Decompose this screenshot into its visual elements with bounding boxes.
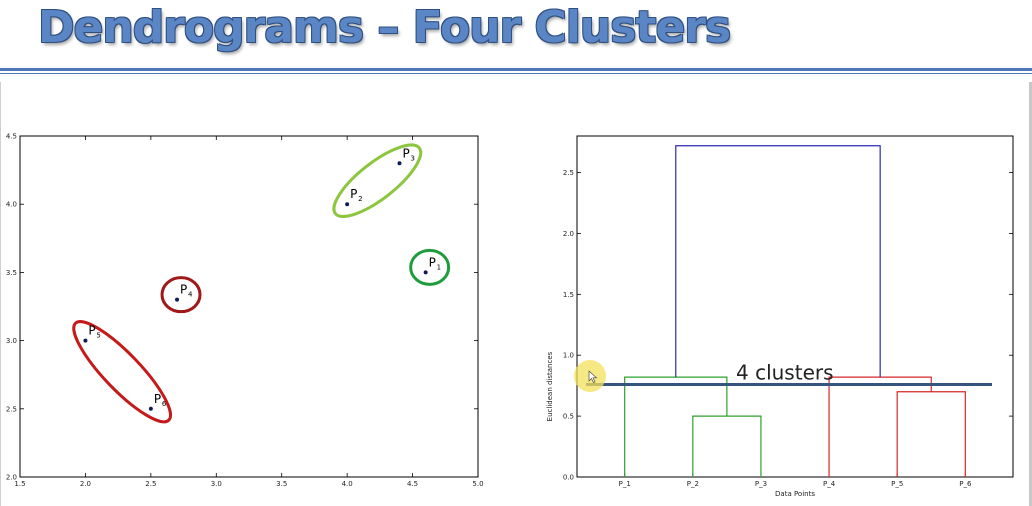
y-tick-label: 3.5	[6, 269, 17, 277]
cluster-ellipse	[160, 276, 202, 314]
y-tick-label: 1.0	[563, 352, 574, 360]
scatter-point	[148, 406, 153, 411]
title-underline	[0, 68, 1032, 71]
x-tick-label: 4.0	[342, 480, 353, 488]
y-tick-label: 2.5	[6, 405, 17, 413]
cluster-ellipse	[409, 248, 451, 286]
point-label: P	[350, 187, 357, 201]
dendrogram-chart: 0.0 0.5 1.0 1.5 2.0 2.5 P_1 P_2 P_3 P_4 P_5 P_6 Data…	[546, 135, 1014, 498]
scatter-point	[175, 297, 180, 302]
y-tick-label: 2.0	[563, 230, 574, 238]
x-tick-label: 1.5	[14, 480, 25, 488]
scatter-chart: 1.5 2.0 2.5 3.0 3.5 4.0 4.5 5.02.02.53.03.54.04…	[6, 133, 484, 489]
point-label-subscript: 3	[410, 154, 414, 162]
left-border	[0, 82, 1, 506]
scatter-point	[345, 202, 350, 207]
dendrogram-link	[675, 145, 881, 378]
title-underline-thin	[0, 73, 1032, 74]
point-label: P	[402, 146, 409, 160]
threshold-annotation: 4 clusters	[736, 360, 834, 384]
y-tick-label: 3.0	[6, 337, 17, 345]
scatter-point	[83, 338, 88, 343]
y-tick-label: 2.0	[6, 474, 17, 482]
y-tick-label: 4.5	[6, 133, 17, 141]
leaf-label: P_4	[823, 480, 836, 488]
mouse-cursor-icon	[588, 370, 598, 383]
x-tick-label: 2.5	[145, 480, 156, 488]
scatter-point	[423, 270, 428, 275]
point-label-subscript: 2	[358, 195, 362, 203]
cluster-ellipse	[332, 143, 423, 218]
point-label-subscript: 4	[188, 291, 193, 299]
x-axis-title: Data Points	[775, 490, 815, 498]
scatter-point	[397, 161, 402, 166]
point-label-subscript: 5	[96, 332, 100, 340]
x-tick-label: 2.0	[80, 480, 91, 488]
point-label-subscript: 6	[162, 400, 167, 408]
leaf-label: P_2	[687, 480, 699, 488]
point-label: P	[88, 324, 95, 338]
dendrogram-link	[624, 376, 728, 477]
x-tick-label: 5.0	[472, 480, 483, 488]
y-tick-label: 2.5	[563, 169, 574, 177]
dendrogram-plot-area	[576, 135, 1014, 478]
x-tick-label: 3.0	[211, 480, 222, 488]
y-tick-label: 0.5	[563, 413, 574, 421]
y-tick-label: 4.0	[6, 201, 17, 209]
point-label: P	[429, 255, 436, 269]
x-tick-label: 3.5	[276, 480, 287, 488]
point-label: P	[180, 283, 187, 297]
cluster-ellipse	[72, 320, 172, 424]
y-axis-title: Euclidean distances	[546, 351, 554, 421]
x-tick-label: 4.5	[407, 480, 418, 488]
point-label-subscript: 1	[437, 263, 441, 271]
y-tick-label: 1.5	[563, 291, 574, 299]
leaf-label: P_1	[619, 480, 631, 488]
slide-title: Dendrograms – Four Clusters	[38, 2, 731, 53]
window-scrollbar[interactable]	[1029, 82, 1032, 506]
leaf-label: P_6	[959, 480, 972, 488]
point-label: P	[154, 392, 161, 406]
y-tick-label: 0.0	[563, 474, 574, 482]
scatter-plot-area	[19, 135, 479, 478]
leaf-label: P_3	[755, 480, 767, 488]
leaf-label: P_5	[891, 480, 903, 488]
